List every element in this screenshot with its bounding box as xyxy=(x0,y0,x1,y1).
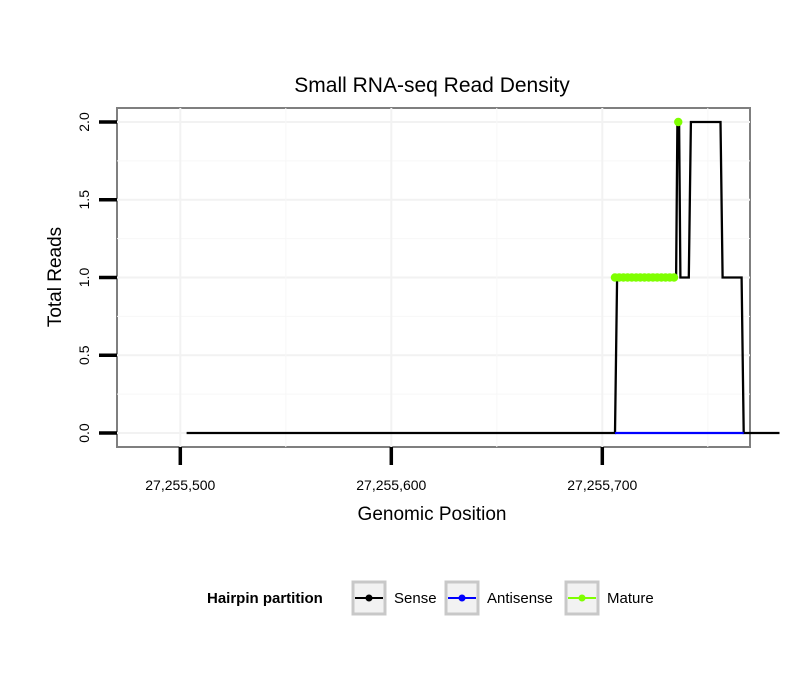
legend-label-antisense: Antisense xyxy=(487,590,553,607)
legend-title: Hairpin partition xyxy=(207,590,323,607)
legend: Hairpin partition Sense Antisense Mature xyxy=(207,580,654,616)
axis-layer: 0.0 0.5 1.0 1.5 2.0 27,255,500 27,255,600 27,25… xyxy=(76,112,638,493)
x-tick-label: 27,255,600 xyxy=(356,477,426,493)
legend-key-point xyxy=(458,594,466,602)
x-axis-label: Genomic Position xyxy=(358,504,507,525)
legend-key-point xyxy=(578,594,586,602)
y-tick-label: 2.0 xyxy=(76,112,92,132)
chart-title: Small RNA-seq Read Density xyxy=(294,74,570,97)
y-tick-label: 1.5 xyxy=(76,190,92,210)
legend-label-sense: Sense xyxy=(394,590,437,607)
series-layer xyxy=(186,117,780,435)
x-tick-label: 27,255,500 xyxy=(145,477,215,493)
legend-label-mature: Mature xyxy=(607,590,654,607)
y-axis-label: Total Reads xyxy=(45,227,66,327)
data-point-mature xyxy=(674,117,683,127)
legend-key-point xyxy=(365,594,373,602)
y-tick-label: 1.0 xyxy=(76,268,92,288)
y-tick-label: 0.5 xyxy=(76,345,92,365)
data-point-mature xyxy=(669,273,679,282)
y-tick-label: 0.0 xyxy=(76,423,92,443)
x-tick-label: 27,255,700 xyxy=(567,477,637,493)
